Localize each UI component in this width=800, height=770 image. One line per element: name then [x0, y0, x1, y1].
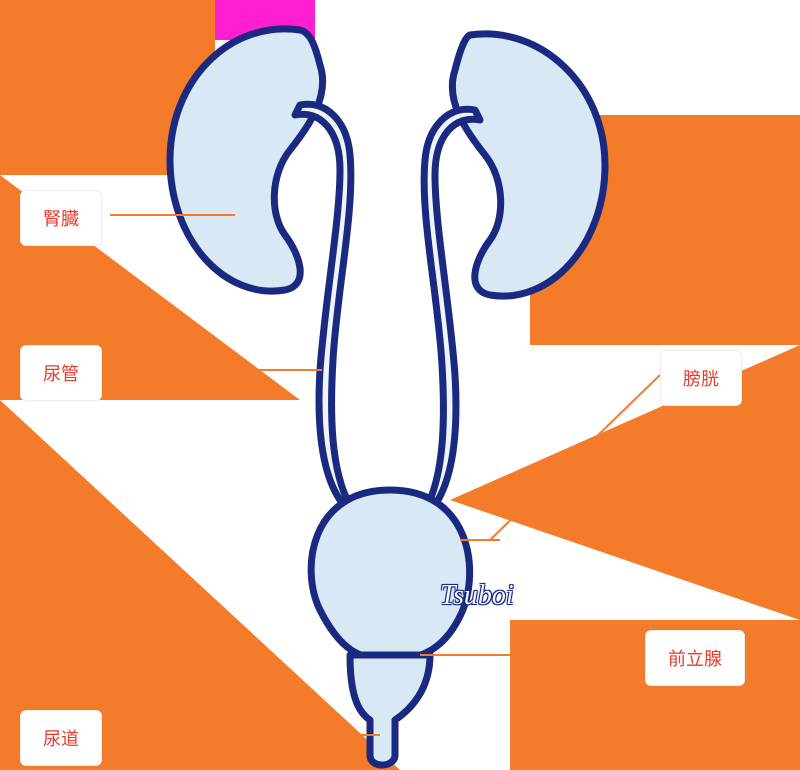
renal-pelvis-left	[295, 104, 351, 505]
kidney-right	[452, 34, 605, 296]
label-urethra: 尿道	[20, 710, 102, 766]
label-kidney: 腎臓	[20, 190, 102, 246]
watermark-text: Tsuboi	[440, 580, 514, 612]
bladder-shape	[311, 490, 469, 660]
label-ureter: 尿管	[20, 345, 102, 401]
renal-pelvis-right	[424, 109, 480, 510]
label-bladder: 膀胱	[660, 350, 742, 406]
kidney-left	[170, 29, 323, 291]
label-prostate: 前立腺	[645, 630, 745, 686]
prostate-shape	[350, 655, 430, 765]
diagram-stage: 腎臓 尿管 尿道 膀胱 前立腺 Tsuboi	[0, 0, 800, 770]
